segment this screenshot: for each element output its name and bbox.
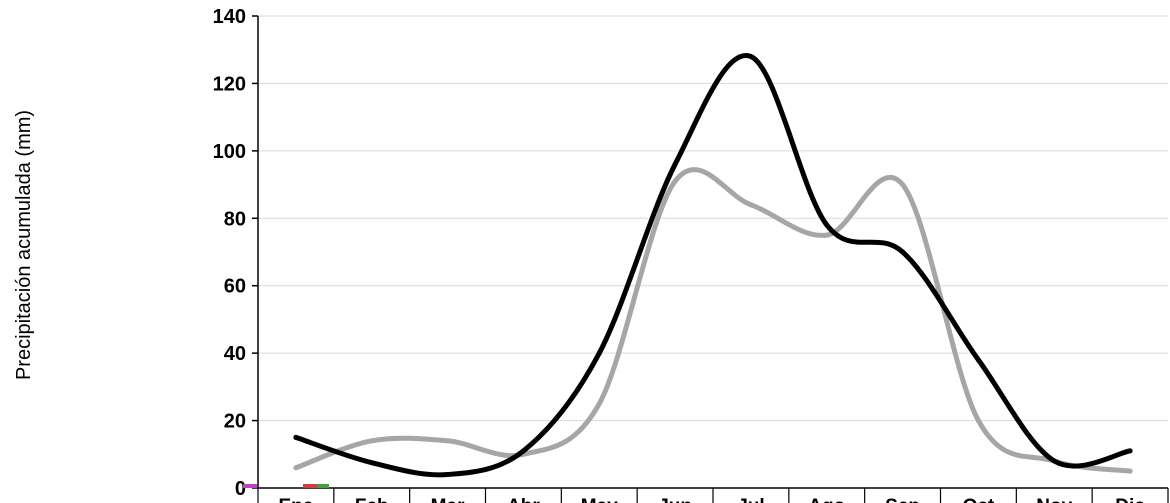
data-point bbox=[748, 53, 754, 59]
data-point bbox=[445, 438, 451, 444]
series-layer bbox=[293, 53, 1133, 478]
y-tick-label: 60 bbox=[224, 276, 246, 298]
y-tick-label: 120 bbox=[213, 73, 246, 95]
y-tick-label: 20 bbox=[224, 411, 246, 433]
legend-marker bbox=[243, 484, 257, 488]
data-point bbox=[1127, 448, 1133, 454]
data-point bbox=[293, 465, 299, 471]
y-tick-label: 0 bbox=[235, 478, 246, 500]
x-tick-label: Sep bbox=[885, 496, 920, 503]
x-tick-label: Jul bbox=[737, 496, 764, 503]
data-point bbox=[1127, 468, 1133, 474]
x-tick-label: May bbox=[581, 496, 618, 503]
x-tick-label: Dic bbox=[1115, 496, 1145, 503]
x-tick-label: Mar bbox=[431, 496, 465, 503]
x-tick-label: Nov bbox=[1036, 496, 1072, 503]
data-point bbox=[900, 182, 906, 188]
x-tick-label: Ago bbox=[808, 496, 845, 503]
y-tick-label: 80 bbox=[224, 208, 246, 230]
data-point bbox=[900, 249, 906, 255]
legend-marker bbox=[317, 484, 329, 488]
data-point bbox=[672, 178, 678, 184]
x-tick-label: Feb bbox=[355, 496, 389, 503]
x-tick-label: Oct bbox=[963, 496, 995, 503]
data-point bbox=[824, 232, 830, 238]
data-point bbox=[293, 434, 299, 440]
x-axis-ticks: Ene Feb Mar Abr May Jun Jul Ago Sep Oct Nov Dic bbox=[257, 488, 1169, 503]
data-point bbox=[520, 448, 526, 454]
data-point bbox=[672, 161, 678, 167]
y-tick-label: 40 bbox=[224, 343, 246, 365]
y-axis-label: Precipitación acumulada (mm) bbox=[13, 110, 35, 380]
data-point bbox=[596, 401, 602, 407]
y-tick-label: 140 bbox=[213, 6, 246, 28]
data-point bbox=[824, 222, 830, 228]
data-point bbox=[596, 350, 602, 356]
legend-markers bbox=[243, 484, 329, 488]
data-point bbox=[369, 438, 375, 444]
data-point bbox=[369, 460, 375, 466]
data-point bbox=[1051, 458, 1057, 464]
data-point bbox=[975, 418, 981, 424]
x-tick-label: Jun bbox=[658, 496, 692, 503]
data-point bbox=[748, 202, 754, 208]
data-point bbox=[445, 472, 451, 478]
x-tick-label: Ene bbox=[278, 496, 313, 503]
legend-marker bbox=[303, 484, 317, 488]
x-tick-label: Abr bbox=[507, 496, 540, 503]
data-point bbox=[975, 357, 981, 363]
y-tick-label: 100 bbox=[213, 141, 246, 163]
